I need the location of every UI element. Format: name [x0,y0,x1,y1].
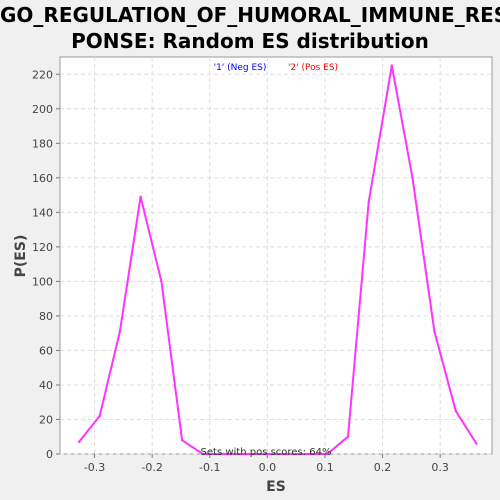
y-tick-label: 100 [32,275,53,288]
legend-item-pos-es: '2' (Pos ES) [288,63,338,73]
data-point [411,176,414,180]
data-point [160,280,163,283]
plot-area [59,56,493,455]
y-tick-label: 0 [46,448,53,461]
x-tick-label: 0.1 [316,461,334,474]
x-tick-label: 0.2 [374,461,392,474]
chart-title-line1: GO_REGULATION_OF_HUMORAL_IMMUNE_RES [0,3,500,27]
x-tick-label: 0.3 [431,461,449,474]
data-point [346,435,350,438]
data-point [263,452,267,456]
series-layer [77,64,478,456]
x-tick-label: -0.1 [199,461,220,474]
data-point [222,452,225,456]
x-tick-layer: -0.3 -0.2 -0.1 0.0 0.1 0.2 0.3 [84,454,449,474]
y-tick-label: 60 [39,344,53,357]
data-point [243,452,246,456]
x-tick-label: 0.0 [259,461,277,474]
pos-score-annotation: Sets with pos scores: 64% [201,447,332,458]
series-line [78,64,478,455]
data-point [118,330,122,333]
data-point [326,452,329,456]
data-point [139,195,142,199]
chart-title: GO_REGULATION_OF_HUMORAL_IMMUNE_RES PONS… [0,2,500,54]
y-tick-label: 40 [39,379,53,392]
data-point [454,409,457,413]
x-tick-label: -0.3 [84,461,105,474]
data-point [433,330,436,333]
y-tick-layer: 0 20 40 60 80 100 120 140 160 180 200 220 [32,68,60,461]
data-point [77,440,81,444]
data-point [367,200,370,204]
y-tick-label: 180 [32,137,53,150]
y-tick-label: 80 [39,310,53,323]
data-point [284,452,287,456]
data-point [180,438,184,442]
y-tick-label: 160 [32,172,53,185]
data-point [201,452,205,456]
data-point [98,414,101,418]
x-tick-label: -0.2 [141,461,162,474]
y-tick-label: 140 [32,206,53,219]
data-point [390,64,393,67]
y-tick-label: 120 [32,241,53,254]
legend-item-neg-es: '1' (Neg ES) [214,63,267,73]
y-tick-label: 220 [32,68,53,81]
x-axis-label: ES [266,479,286,495]
chart-title-line2: PONSE: Random ES distribution [71,29,429,53]
legend: '1' (Neg ES) '2' (Pos ES) [214,63,338,73]
data-point [475,442,478,445]
y-axis-label: P(ES) [13,235,29,278]
y-tick-label: 200 [32,103,53,116]
y-tick-label: 20 [39,413,53,426]
data-point [305,452,308,456]
